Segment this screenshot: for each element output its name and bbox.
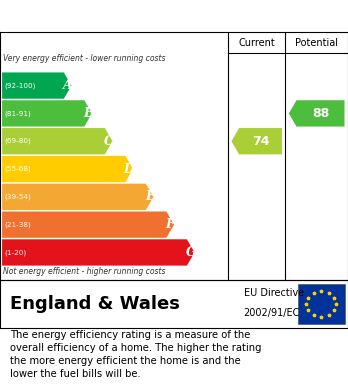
Polygon shape [2, 100, 92, 127]
Text: B: B [83, 107, 94, 120]
Text: Very energy efficient - lower running costs: Very energy efficient - lower running co… [3, 54, 166, 63]
Text: Energy Efficiency Rating: Energy Efficiency Rating [14, 9, 224, 23]
Polygon shape [2, 72, 71, 99]
Polygon shape [2, 184, 153, 210]
Text: 74: 74 [252, 135, 269, 148]
Text: (39-54): (39-54) [4, 194, 31, 200]
Text: (92-100): (92-100) [4, 83, 35, 89]
Polygon shape [231, 128, 282, 154]
Polygon shape [2, 212, 174, 238]
Text: 2002/91/EC: 2002/91/EC [244, 308, 300, 317]
Text: (69-80): (69-80) [4, 138, 31, 144]
Text: D: D [124, 163, 135, 176]
Text: Not energy efficient - higher running costs: Not energy efficient - higher running co… [3, 267, 166, 276]
Text: (21-38): (21-38) [4, 221, 31, 228]
Text: England & Wales: England & Wales [10, 295, 180, 313]
Text: (1-20): (1-20) [4, 249, 26, 256]
Text: F: F [166, 218, 175, 231]
Text: E: E [145, 190, 155, 203]
Polygon shape [2, 156, 133, 182]
Polygon shape [2, 239, 195, 265]
Polygon shape [289, 100, 345, 127]
Text: The energy efficiency rating is a measure of the
overall efficiency of a home. T: The energy efficiency rating is a measur… [10, 330, 262, 380]
Text: Potential: Potential [295, 38, 338, 48]
FancyBboxPatch shape [298, 284, 345, 324]
Polygon shape [2, 128, 112, 154]
Text: G: G [185, 246, 196, 259]
Text: Current: Current [238, 38, 275, 48]
Text: C: C [104, 135, 114, 148]
Text: EU Directive: EU Directive [244, 289, 304, 298]
Text: 88: 88 [312, 107, 329, 120]
Text: (55-68): (55-68) [4, 166, 31, 172]
Text: (81-91): (81-91) [4, 110, 31, 117]
Text: A: A [63, 79, 72, 92]
